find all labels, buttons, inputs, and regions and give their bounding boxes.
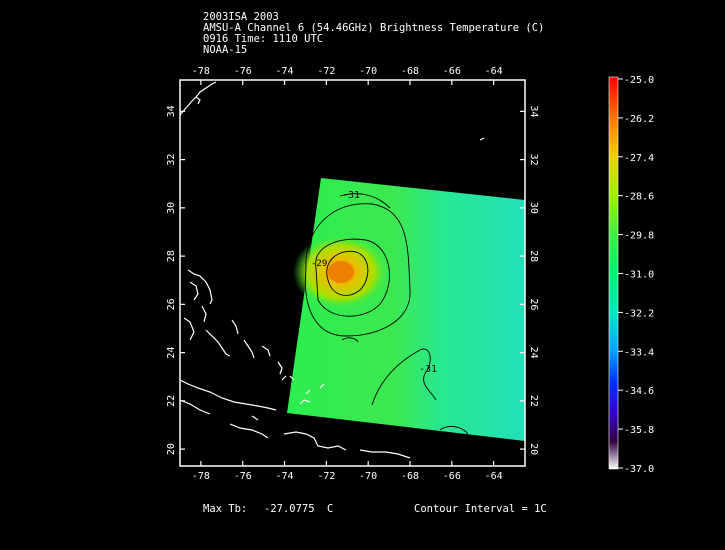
title-line-2: AMSU-A Channel 6 (54.46GHz) Brightness T… <box>203 22 545 34</box>
max-tb-label: Max Tb: <box>203 503 248 515</box>
lat-tick-label: 22 <box>528 395 539 407</box>
lat-tick-label: 30 <box>528 202 539 214</box>
lat-tick-label: 28 <box>166 250 177 262</box>
contour-label: -31 <box>419 364 437 375</box>
lon-tick-label: -66 <box>443 66 461 77</box>
colorbar <box>608 76 619 470</box>
lon-tick-label: -70 <box>359 471 377 482</box>
max-tb-unit: C <box>327 503 334 515</box>
colorbar-label: -27.4 <box>624 153 654 164</box>
max-tb-value: -27.0775 <box>264 503 315 515</box>
lon-tick-label: -70 <box>359 66 377 77</box>
map-frame <box>179 79 526 467</box>
lat-tick-label: 28 <box>528 250 539 262</box>
lat-tick-label: 20 <box>166 443 177 455</box>
lat-tick-label: 26 <box>166 298 177 310</box>
lon-tick-label: -64 <box>485 471 503 482</box>
lat-tick-label: 30 <box>166 202 177 214</box>
title-line-4: NOAA-15 <box>203 44 248 56</box>
colorbar-labels: -25.0 -26.2 -27.4 -28.6 -29.8 -31.0 -32.2 -33.4… <box>618 75 654 475</box>
lon-tick-label: -68 <box>401 66 419 77</box>
lon-tick-label: -72 <box>317 66 335 77</box>
contour-label: -29 <box>311 259 327 269</box>
storm-core-max <box>328 261 354 283</box>
contour-label: -31 <box>342 190 360 201</box>
lat-tick-label: 20 <box>528 443 539 455</box>
lat-tick-label: 22 <box>166 395 177 407</box>
colorbar-label: -31.0 <box>624 270 654 281</box>
lon-tick-label: -72 <box>317 471 335 482</box>
colorbar-label: -26.2 <box>624 114 654 125</box>
lon-tick-label: -78 <box>192 471 210 482</box>
lon-tick-label: -76 <box>234 66 252 77</box>
lon-tick-label: -74 <box>276 471 294 482</box>
lon-tick-label: -76 <box>234 471 252 482</box>
colorbar-label: -28.6 <box>624 192 654 203</box>
lat-tick-label: 24 <box>166 347 177 359</box>
lat-tick-label: 34 <box>166 105 177 117</box>
lat-tick-label: 26 <box>528 298 539 310</box>
lat-tick-label: 32 <box>166 154 177 166</box>
title-line-1: 2003ISA 2003 <box>203 11 279 23</box>
colorbar-label: -33.4 <box>624 347 654 358</box>
lon-tick-label: -74 <box>276 66 294 77</box>
lat-tick-label: 34 <box>528 105 539 117</box>
lat-tick-label: 24 <box>528 347 539 359</box>
lon-tick-label: -64 <box>485 66 503 77</box>
lat-tick-label: 32 <box>528 154 539 166</box>
contour-interval: Contour Interval = 1C <box>414 503 547 515</box>
colorbar-label: -34.6 <box>624 386 654 397</box>
colorbar-label: -25.0 <box>624 75 654 86</box>
axis-ticks: -78 -78 -76 -76 -74 -74 -72 -72 -70 -70 -68 -68 -66 -… <box>166 66 539 482</box>
lon-tick-label: -78 <box>192 66 210 77</box>
colorbar-label: -29.8 <box>624 231 654 242</box>
title-line-3: 0916 Time: 1110 UTC <box>203 33 324 45</box>
colorbar-label: -37.0 <box>624 464 654 475</box>
colorbar-label: -35.8 <box>624 425 654 436</box>
coastlines <box>180 81 485 459</box>
colorbar-label: -32.2 <box>624 308 654 319</box>
contour-lines <box>304 193 469 435</box>
lon-tick-label: -68 <box>401 471 419 482</box>
lon-tick-label: -66 <box>443 471 461 482</box>
